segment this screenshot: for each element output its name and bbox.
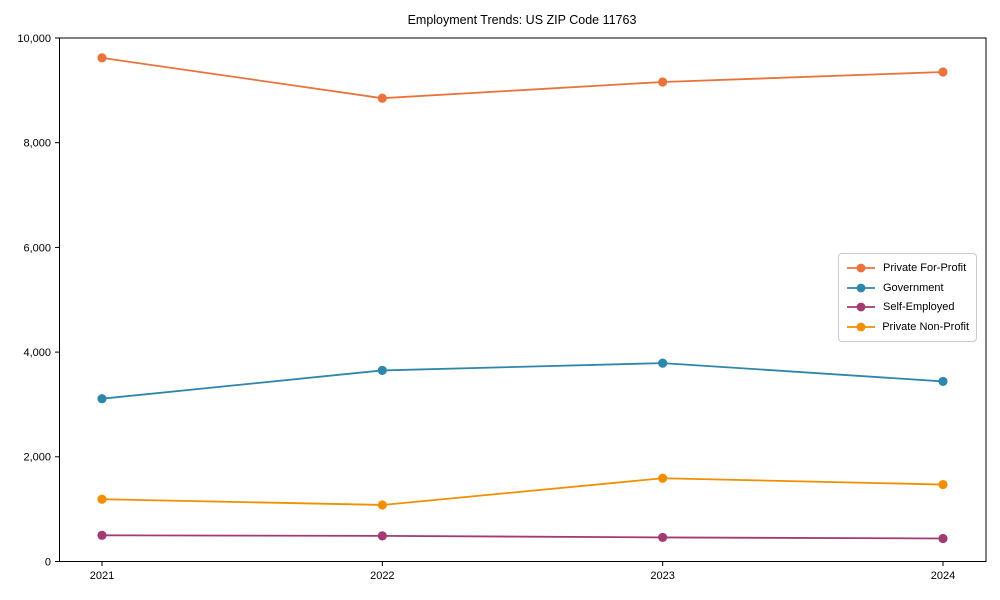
data-point-marker xyxy=(938,376,948,387)
data-point-marker xyxy=(658,532,668,543)
legend-marker-dot xyxy=(856,263,866,273)
chart-title: Employment Trends: US ZIP Code 11763 xyxy=(408,13,637,27)
legend-line-marker-icon xyxy=(847,302,875,312)
data-point-marker xyxy=(377,93,387,103)
legend-marker-dot xyxy=(856,322,866,332)
y-tick-label: 0 xyxy=(45,556,51,568)
legend-item: Private For-Profit xyxy=(846,259,969,277)
legend-label: Government xyxy=(883,281,944,294)
legend-line-marker-icon xyxy=(847,322,875,332)
plot-area-border xyxy=(59,37,987,562)
y-tick-label: 6,000 xyxy=(23,242,51,254)
legend-item: Government xyxy=(846,279,969,297)
legend-item: Private Non-Profit xyxy=(846,318,969,336)
legend-label: Self-Employed xyxy=(883,301,955,314)
legend-label: Private For-Profit xyxy=(883,261,967,274)
y-tick-label: 8,000 xyxy=(23,138,51,150)
data-point-marker xyxy=(377,531,387,541)
x-tick-label: 2021 xyxy=(90,570,114,582)
data-point-marker xyxy=(377,500,387,510)
data-point-marker xyxy=(97,53,107,63)
data-point-marker xyxy=(97,394,107,404)
x-tick-label: 2023 xyxy=(650,570,674,582)
data-point-marker xyxy=(377,365,387,376)
y-tick-label: 2,000 xyxy=(23,452,51,464)
legend: Private For-Profit Government Self-Employe… xyxy=(838,253,977,342)
data-point-marker xyxy=(658,77,668,87)
legend-marker-dot xyxy=(856,302,866,312)
y-tick-label: 4,000 xyxy=(23,347,51,359)
series-lines xyxy=(97,53,948,544)
y-tick-label: 10,000 xyxy=(17,33,51,45)
x-tick-label: 2022 xyxy=(370,570,394,582)
data-point-marker xyxy=(97,494,107,504)
legend-label: Private Non-Profit xyxy=(882,321,969,334)
legend-line-marker-icon xyxy=(847,263,875,273)
data-point-marker xyxy=(97,530,107,540)
data-point-marker xyxy=(658,358,668,368)
data-point-marker xyxy=(658,473,668,483)
data-point-marker xyxy=(938,479,948,490)
series-line xyxy=(101,477,944,506)
series-line xyxy=(101,362,944,400)
data-point-marker xyxy=(938,67,948,77)
series-line xyxy=(101,534,944,540)
legend-item: Self-Employed xyxy=(846,298,969,316)
x-axis-ticks: 2021 2022 2023 2024 xyxy=(90,561,955,582)
legend-line-marker-icon xyxy=(847,283,875,293)
series-line xyxy=(101,56,944,100)
plot-spines xyxy=(59,37,987,562)
x-tick-label: 2024 xyxy=(931,570,955,582)
legend-marker-dot xyxy=(856,283,866,293)
data-point-marker xyxy=(938,533,948,544)
y-axis-ticks: 0 2,000 4,000 6,000 8,000 10,000 xyxy=(17,33,60,568)
